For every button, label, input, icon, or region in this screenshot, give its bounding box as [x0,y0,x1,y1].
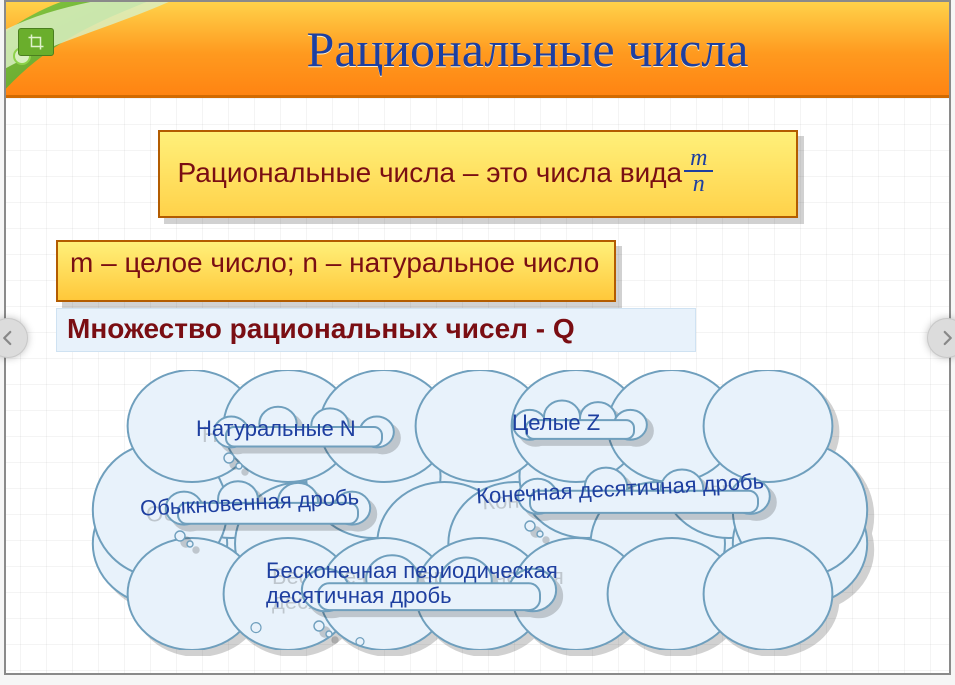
cloud-item: Обыкновенная дробь [118,474,418,536]
slide-header: Рациональные числа [6,2,949,98]
definition-box: Рациональные числа – это числа вида m n [158,130,798,218]
cloud-label: Натуральные N [196,416,356,442]
bubble-trail-icon [221,452,245,472]
cloud-item: Целые Z [490,394,670,450]
fraction-denominator: n [687,172,711,196]
bubble-trail-icon [172,530,196,550]
next-slide-button[interactable] [927,318,955,358]
page-title: Рациональные числа [126,10,929,87]
slide-content: Рациональные числа – это числа вида m n … [50,98,905,663]
cloud-item: Натуральные N [174,400,434,458]
crop-button[interactable] [18,28,54,56]
chevron-right-icon [938,329,955,347]
crop-icon [27,33,45,51]
set-text: Множество рациональных чисел - Q [67,313,575,344]
chevron-left-icon [0,329,17,347]
cloud-label: Бесконечная периодическая десятичная дро… [266,558,596,609]
variables-box: m – целое число; n – натуральное число [56,240,616,302]
fraction: m n [684,146,713,196]
set-box: Множество рациональных чисел - Q [56,308,696,352]
cloud-item: Конечная десятичная дробь [454,460,834,526]
cloud-item: Бесконечная периодическая десятичная дро… [244,546,614,626]
definition-text: Рациональные числа – это числа вида [178,157,683,189]
bubble-trail-icon [311,620,335,640]
variables-text: m – целое число; n – натуральное число [70,247,599,278]
prev-slide-button[interactable] [0,318,28,358]
clouds-diagram: Натуральные N Целые Z Обыкновенная дробь [50,370,905,670]
slide-frame: Рациональные числа Рациональные числа – … [4,0,951,675]
cloud-label: Целые Z [512,410,600,436]
bubble-trail-icon [522,520,546,540]
fraction-numerator: m [684,146,713,172]
